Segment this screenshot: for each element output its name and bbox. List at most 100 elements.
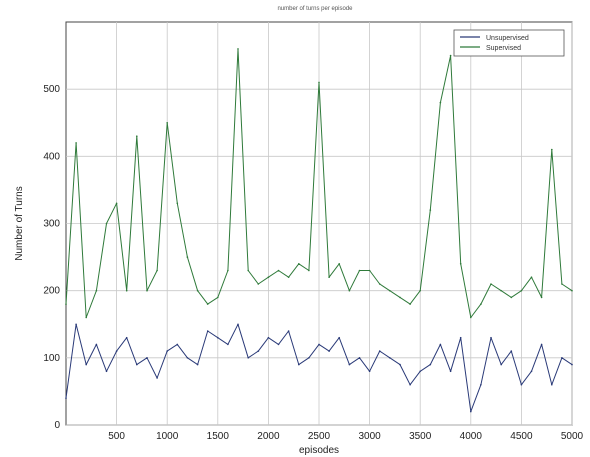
data-point-supervised [298,263,300,265]
chart-title: number of turns per episode [277,6,353,12]
data-point-unsupervised [551,383,553,386]
data-point-supervised [206,303,209,305]
data-point-supervised [459,263,462,265]
y-tick-label: 0 [54,420,60,431]
data-point-supervised [571,289,573,292]
legend-entry-supervised: Supervised [486,45,521,52]
data-point-unsupervised [237,323,239,326]
series-layer [65,48,573,413]
data-point-unsupervised [115,350,118,352]
data-point-supervised [551,148,553,151]
data-point-supervised [378,283,381,285]
y-tick-label: 200 [43,286,60,297]
data-point-unsupervised [338,336,341,339]
data-point-supervised [156,269,158,272]
legend-box [453,29,565,57]
x-tick-label: 5000 [561,431,584,442]
data-point-supervised [439,101,442,104]
data-point-unsupervised [470,410,472,413]
data-point-supervised [480,303,482,305]
data-point-supervised [318,81,320,84]
data-point-unsupervised [561,357,563,359]
data-point-supervised [490,283,492,285]
data-point-supervised [287,276,290,279]
data-point-supervised [267,276,270,279]
data-point-supervised [166,122,168,124]
data-point-supervised [237,48,239,50]
data-point-unsupervised [419,370,422,373]
data-point-unsupervised [267,336,270,339]
data-point-supervised [419,289,422,292]
data-point-unsupervised [439,343,442,346]
x-tick-label: 2500 [308,431,331,442]
data-point-unsupervised [378,350,381,352]
data-point-supervised [257,283,260,285]
x-tick-label: 2000 [257,431,280,442]
data-point-supervised [196,289,199,292]
data-point-supervised [470,316,472,319]
data-point-unsupervised [247,357,249,359]
data-point-unsupervised [409,383,411,386]
data-point-unsupervised [459,336,462,339]
data-point-supervised [136,135,138,137]
legend-entry-unsupervised: Unsupervised [486,35,529,42]
data-point-supervised [338,263,341,265]
data-point-unsupervised [95,343,98,346]
data-point-unsupervised [298,363,300,366]
y-tick-label: 100 [43,353,60,364]
data-point-supervised [186,256,189,258]
data-point-unsupervised [125,336,128,339]
x-tick-label: 3000 [358,431,381,442]
x-tick-label: 4500 [510,431,533,442]
data-point-unsupervised [65,397,67,399]
data-point-supervised [95,289,98,292]
data-point-unsupervised [571,363,573,366]
data-point-unsupervised [176,343,179,346]
data-point-unsupervised [358,357,361,359]
legend: Unsupervised Supervised [453,29,565,57]
data-point-unsupervised [257,350,260,352]
data-point-unsupervised [105,370,108,373]
data-point-unsupervised [540,343,543,346]
x-tick-label: 1000 [156,431,179,442]
data-point-unsupervised [308,357,310,359]
data-point-unsupervised [196,363,199,366]
data-point-supervised [510,296,513,299]
data-point-unsupervised [85,363,87,366]
data-point-supervised [75,142,77,144]
data-point-unsupervised [500,363,503,366]
y-tick-label: 300 [43,219,60,230]
data-point-supervised [449,54,452,57]
data-point-unsupervised [166,350,168,352]
x-axis-label: episodes [299,445,339,456]
data-point-unsupervised [136,363,138,366]
data-point-supervised [85,316,87,319]
data-point-supervised [530,276,533,279]
data-point-supervised [561,283,563,285]
data-point-supervised [247,269,249,272]
data-point-unsupervised [480,383,482,386]
axis-ticks: 500 1000 1500 2000 2500 3000 3500 4000 4500 5000 0… [43,84,583,442]
data-point-supervised [520,289,523,292]
y-tick-label: 400 [43,151,60,162]
data-point-supervised [217,296,219,299]
data-point-unsupervised [318,343,320,346]
data-point-unsupervised [490,336,492,339]
data-point-unsupervised [368,370,371,373]
data-point-supervised [277,269,280,272]
data-point-unsupervised [429,363,432,366]
data-point-unsupervised [449,370,452,373]
data-point-supervised [146,289,148,292]
data-point-supervised [65,303,67,305]
data-point-supervised [399,296,401,299]
data-point-unsupervised [399,363,401,366]
data-point-supervised [368,269,371,272]
x-tick-label: 1500 [207,431,230,442]
data-point-unsupervised [520,383,523,386]
data-point-unsupervised [510,350,513,352]
data-point-supervised [348,289,351,292]
data-point-unsupervised [75,323,77,326]
x-tick-label: 3500 [409,431,432,442]
data-point-supervised [500,289,503,292]
